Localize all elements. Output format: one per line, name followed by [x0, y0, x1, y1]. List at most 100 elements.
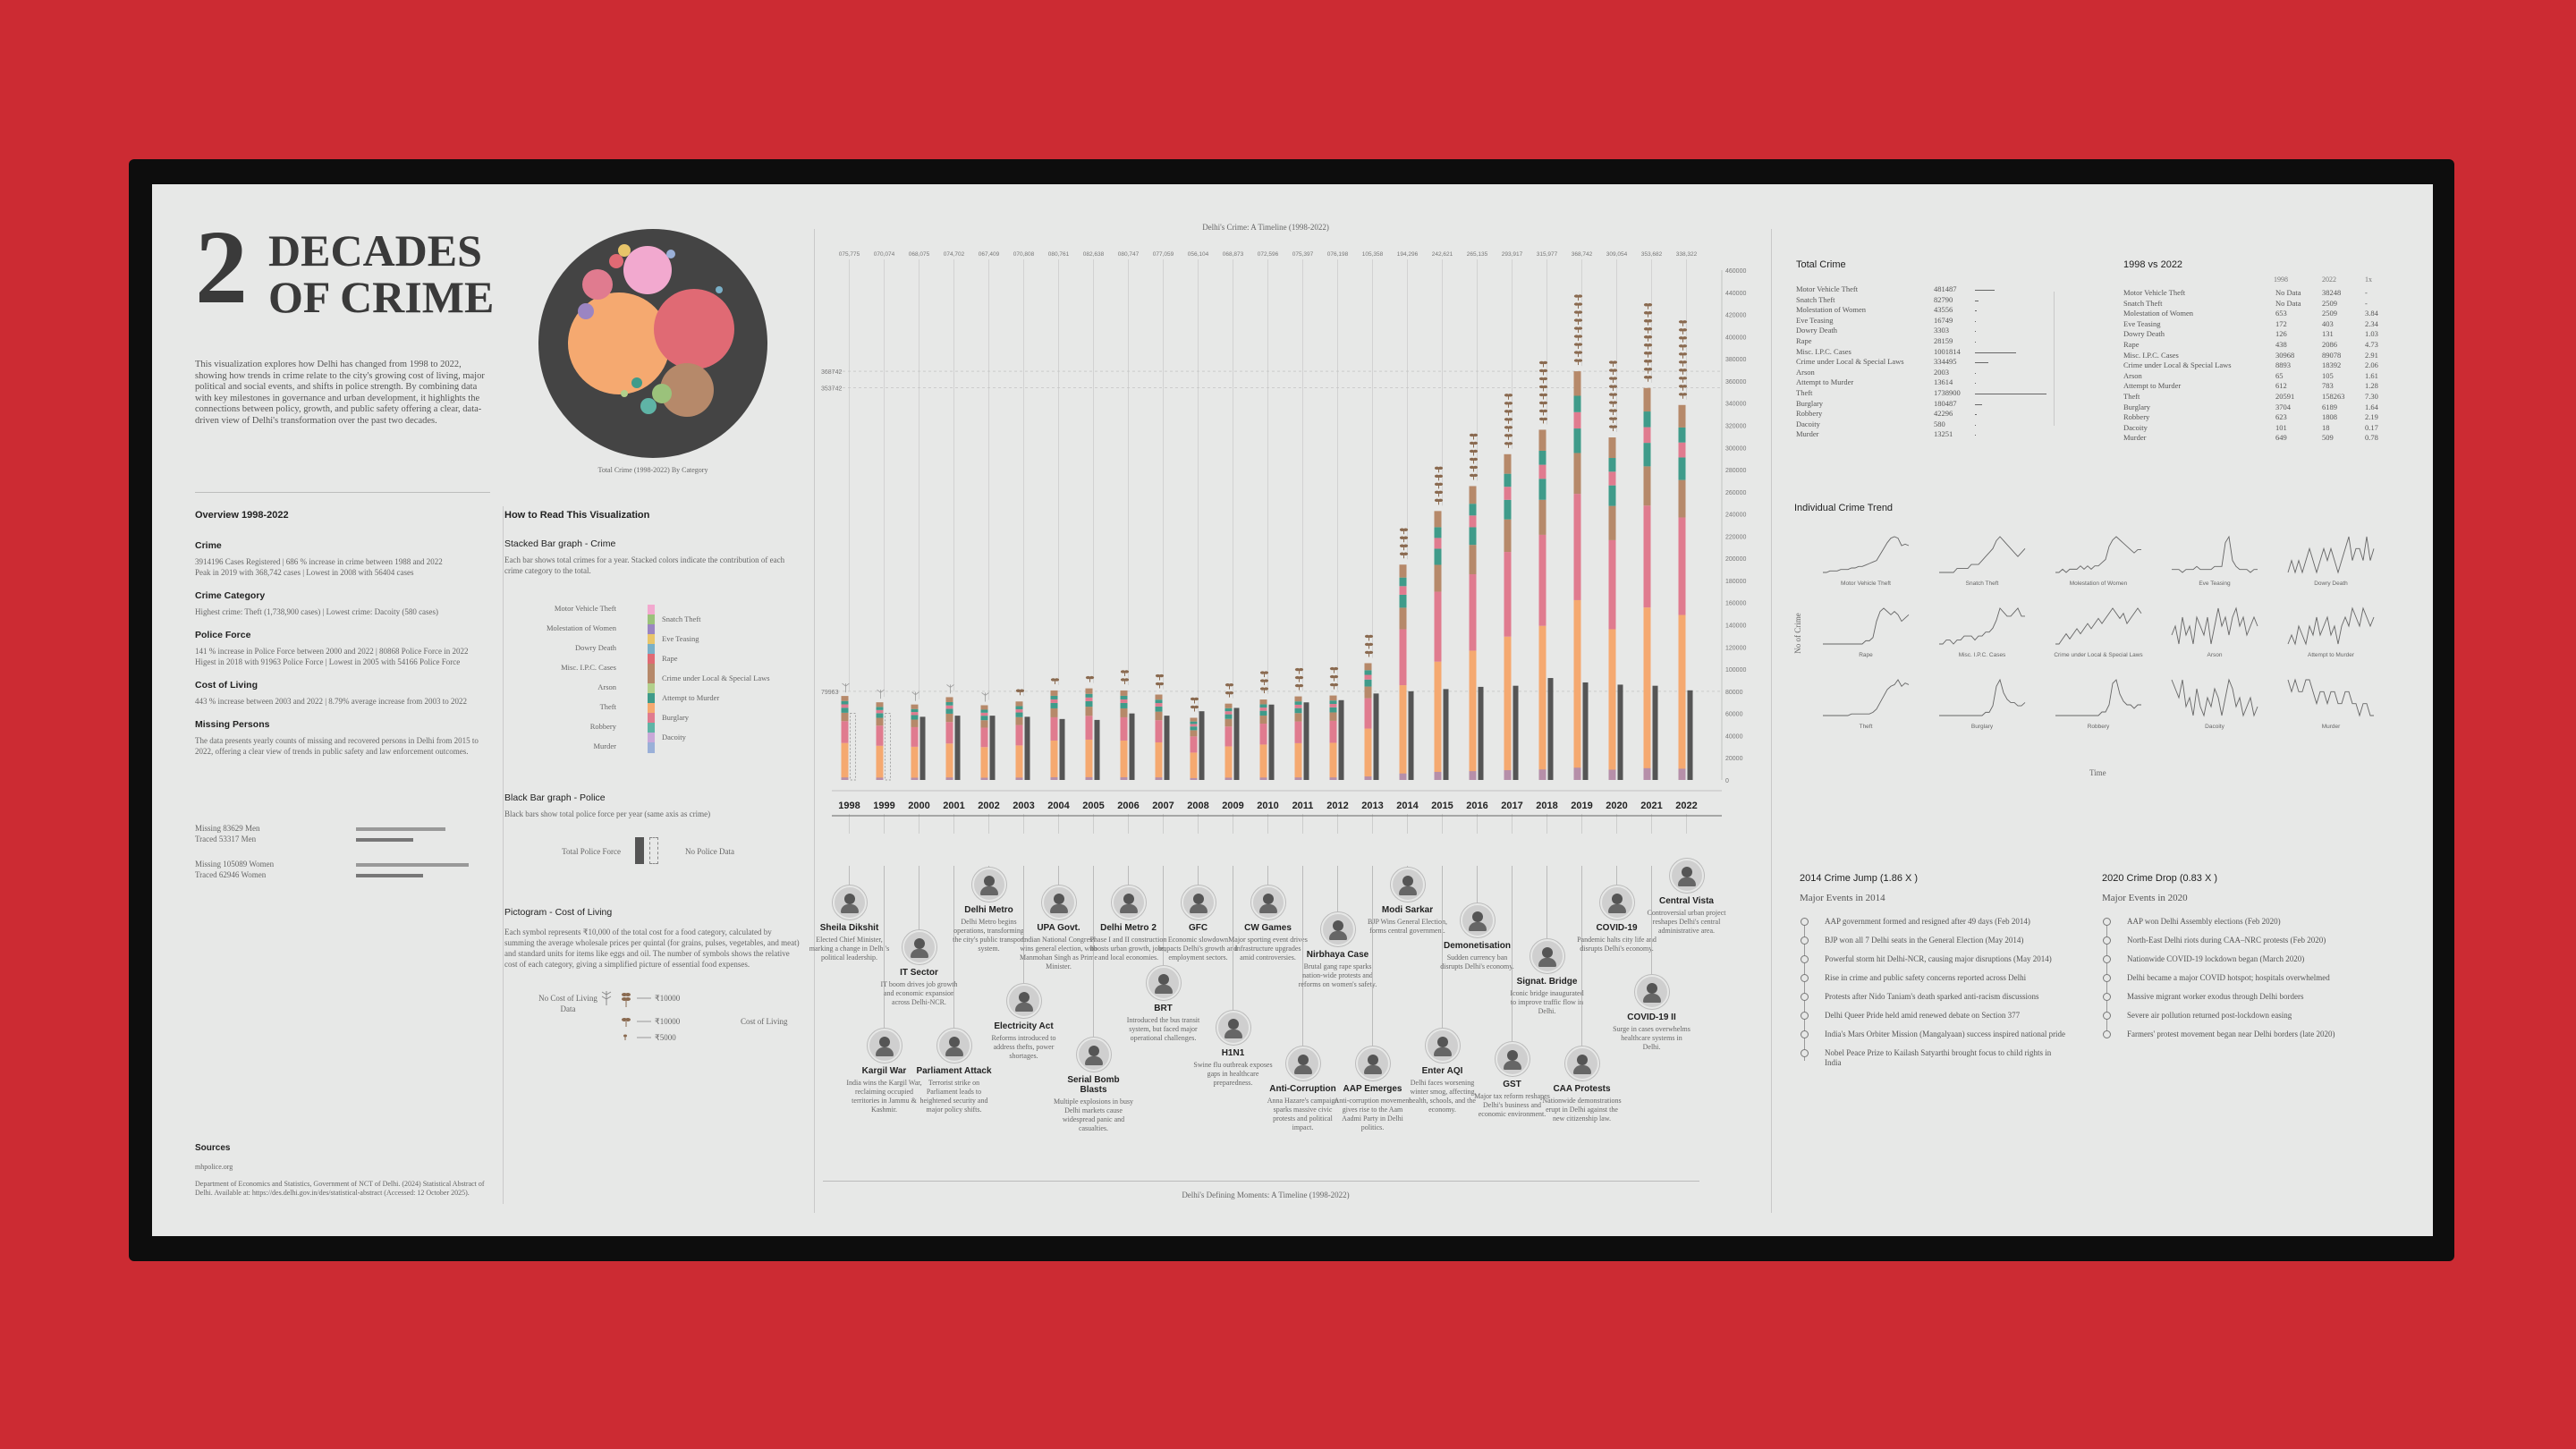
event-description: Elected Chief Minister, marking a change… [809, 936, 890, 962]
crime-segment [1259, 704, 1267, 708]
x-tick-label: 2016 [1466, 801, 1487, 811]
trend-sparkline: Motor Vehicle Theft [1823, 536, 1910, 587]
crime-segment [1259, 716, 1267, 724]
bar-total-label: 080,761 [1048, 251, 1070, 258]
wheat-icon [1608, 369, 1618, 376]
trend-ylabel: No of Crime [1793, 613, 1802, 654]
vs-cell: 131 [2322, 329, 2334, 339]
police-bar [1547, 678, 1554, 780]
vs-row: Murder 649 509 0.78 [2123, 433, 2392, 444]
crime-segment [1504, 473, 1512, 487]
event-label: COVID-19 [1596, 923, 1638, 933]
crime-segment [1259, 724, 1267, 745]
crime-segment [1364, 728, 1372, 780]
bar-total-label: 338,322 [1676, 251, 1698, 258]
event-description: Pandemic halts city life and disrupts De… [1577, 936, 1657, 953]
y-tick-label: 140000 [1725, 623, 1746, 630]
crime-segment [1504, 552, 1512, 637]
crime-segment [1643, 607, 1651, 780]
crime-name: Motor Vehicle Theft [1796, 284, 1859, 293]
wheat-icon [1434, 498, 1444, 505]
crime-segment [1120, 699, 1128, 703]
vs-cell: 649 [2275, 433, 2287, 443]
legend-item: Dacoity [662, 733, 686, 741]
crime-segment [1294, 721, 1302, 743]
event-label: Parliament Attack [916, 1066, 992, 1076]
wheat-icon [1155, 674, 1165, 681]
event-connector [1162, 866, 1164, 975]
list-item: Delhi Queer Pride held amid renewed deba… [1800, 1011, 2066, 1021]
crime-segment [1573, 599, 1581, 780]
crime-segment [1678, 614, 1686, 780]
crime-segment [980, 747, 988, 780]
event-connector [1650, 866, 1652, 984]
wheat-icon [1678, 336, 1688, 343]
crime-segment [876, 725, 884, 746]
crime-segment [1050, 716, 1058, 741]
crime-segment [1015, 777, 1023, 780]
wheat-icon [1259, 679, 1269, 686]
crime-segment [1678, 457, 1686, 480]
vs-cell: Robbery [2123, 412, 2150, 422]
crime-total: 580 [1934, 419, 1945, 428]
crime-total-bar [1975, 424, 1976, 426]
crime-bar [1608, 437, 1616, 780]
vs-cell: Snatch Theft [2123, 298, 2163, 308]
crime-segment [1015, 709, 1023, 713]
crime-segment [1085, 688, 1093, 694]
crime-segment [1050, 708, 1058, 717]
vs-row: Snatch Theft No Data 2509 - [2123, 299, 2392, 309]
crime-bar [1504, 453, 1512, 780]
bubble-motor-vehicle-theft [623, 246, 672, 294]
crime-name: Dowry Death [1796, 326, 1838, 335]
event-photo-icon [1634, 975, 1669, 1009]
x-tick-label: 2007 [1152, 801, 1174, 811]
crime-segment [1364, 776, 1372, 780]
crime-segment [911, 715, 919, 720]
bar-total-label: 293,917 [1502, 251, 1523, 258]
crime-segment [911, 708, 919, 713]
total-crime-table: Motor Vehicle Theft 481487 Snatch Theft 827… [1796, 284, 2100, 440]
police-swatch [635, 837, 644, 864]
crime-segment [1678, 442, 1686, 458]
list-item: Nationwide COVID-19 lockdown began (Marc… [2102, 954, 2368, 964]
crime-segment [1678, 479, 1686, 518]
trend-label: Burglary [1971, 724, 1994, 730]
wheat-icon [1050, 678, 1060, 684]
crime-segment [1190, 777, 1198, 780]
wheat-icon [1608, 393, 1618, 400]
list-item-text: India's Mars Orbiter Mission (Mangalyaan… [1825, 1030, 2066, 1038]
timeline-bottom-line [823, 1181, 1699, 1182]
vs-cell: Theft [2123, 391, 2140, 401]
wheat-icon [622, 993, 631, 1007]
divider [814, 229, 815, 1213]
main-chart: 0 20000 40000 60000 80000 100000 120000 140000 1… [821, 251, 1746, 834]
crime-total: 16749 [1934, 315, 1953, 325]
wheat-icon [1155, 682, 1165, 689]
crime-segment [1399, 773, 1407, 780]
list-bullet [2103, 955, 2111, 963]
timeline-event: Delhi Metro Delhi Metro begins operations… [949, 866, 1030, 953]
jump-heading: 2014 Crime Jump (1.86 X ) [1800, 873, 1919, 884]
timeline-event: CAA Protests Nationwide demonstrations er… [1542, 866, 1623, 1123]
vs-cell: Motor Vehicle Theft [2123, 288, 2186, 297]
crime-total: 1001814 [1934, 346, 1961, 356]
event-label: Demonetisation [1443, 941, 1511, 951]
bar-total-label: 074,702 [944, 251, 965, 258]
crime-total-bar [1975, 372, 1976, 374]
event-description: Delhi faces worsening winter smog, affec… [1409, 1079, 1476, 1114]
wheat-icon [1608, 401, 1618, 408]
crime-total-bar [1975, 320, 1976, 322]
legend-item: Rape [662, 654, 678, 663]
trend-label: Motor Vehicle Theft [1841, 580, 1891, 587]
police-bar [1652, 685, 1658, 780]
trend-label: Eve Teasing [2199, 580, 2231, 587]
bar-total-label: 072,596 [1258, 251, 1279, 258]
bar-missing-women [356, 863, 469, 867]
overview-crime: Crime 3914196 Cases Registered | 686 % i… [195, 540, 499, 578]
event-connector [1336, 866, 1338, 921]
wheat-icon [1643, 327, 1653, 334]
vs-cell: 2086 [2322, 339, 2337, 349]
crime-segment [1155, 706, 1163, 712]
list-item-text: Farmers' protest movement began near Del… [2127, 1030, 2335, 1038]
